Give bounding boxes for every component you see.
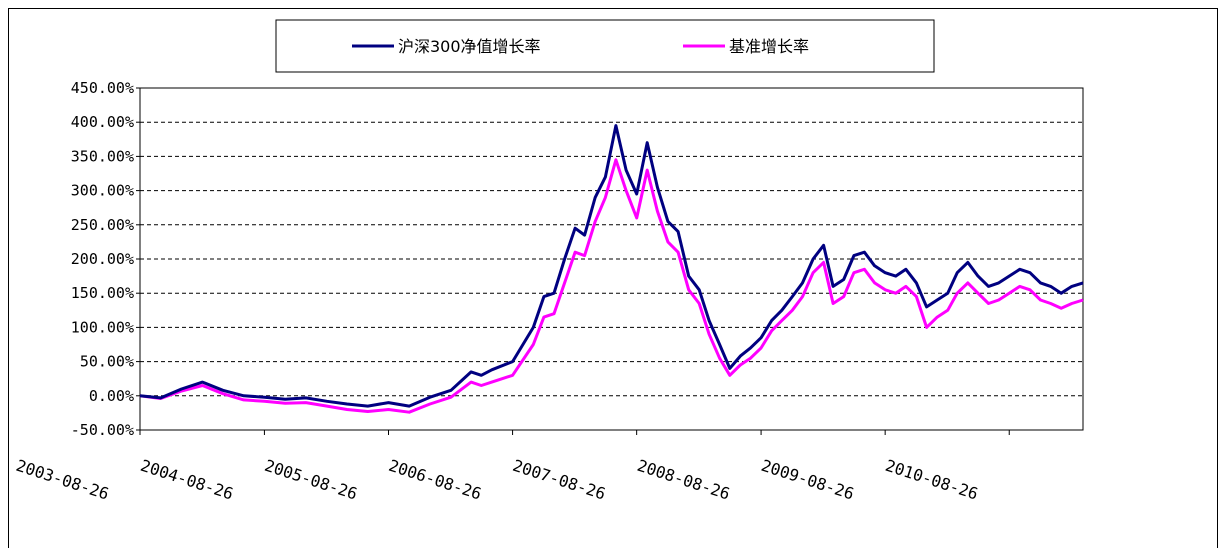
- x-tick-label: 2004-08-26: [138, 456, 235, 504]
- y-tick-label: 450.00%: [71, 79, 134, 97]
- x-tick-label: 2009-08-26: [759, 456, 856, 504]
- x-tick-label: 2010-08-26: [883, 456, 980, 504]
- y-tick-label: 250.00%: [71, 216, 134, 234]
- y-tick-label: 350.00%: [71, 147, 134, 165]
- y-tick-label: 150.00%: [71, 284, 134, 302]
- legend-label-series-1: 沪深300净值增长率: [398, 37, 541, 56]
- x-axis: 2003-08-26 2004-08-26 2005-08-26 2006-08-26…: [14, 430, 1010, 504]
- x-tick-label: 2007-08-26: [510, 456, 607, 504]
- y-tick-label: 400.00%: [71, 113, 134, 131]
- x-tick-label: 2006-08-26: [386, 456, 483, 504]
- y-tick-label: 0.00%: [89, 387, 134, 405]
- series-lines: [139, 124, 1084, 414]
- series-line-2: [139, 158, 1084, 414]
- x-tick-label: 2008-08-26: [635, 456, 732, 504]
- series-line-1: [139, 124, 1084, 408]
- x-tick-label: 2005-08-26: [262, 456, 359, 504]
- y-axis: -50.00% 0.00% 50.00% 100.00% 150.00% 200.00% 2…: [71, 79, 140, 439]
- legend-label-series-2: 基准增长率: [729, 37, 809, 56]
- y-tick-label: -50.00%: [71, 421, 134, 439]
- y-tick-label: 100.00%: [71, 318, 134, 336]
- legend: 沪深300净值增长率 基准增长率: [275, 19, 935, 73]
- y-tick-label: 50.00%: [80, 353, 134, 371]
- x-tick-label: 2003-08-26: [14, 456, 111, 504]
- y-tick-label: 200.00%: [71, 250, 134, 268]
- y-tick-label: 300.00%: [71, 182, 134, 200]
